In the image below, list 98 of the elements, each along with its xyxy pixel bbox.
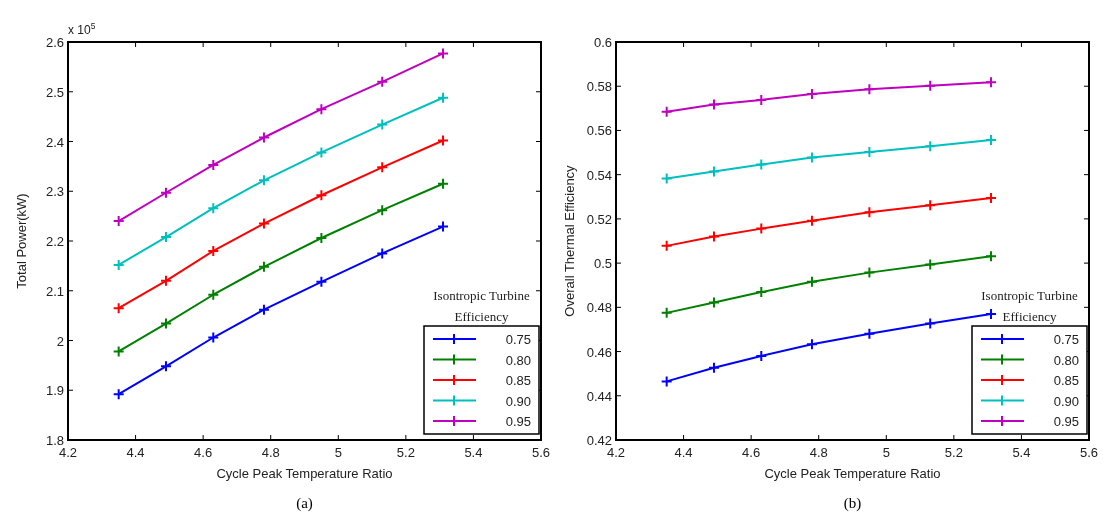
y-tick-label: 2.1 bbox=[45, 283, 64, 299]
y-tick-label: 0.5 bbox=[593, 256, 612, 272]
point bbox=[755, 158, 768, 171]
y-tick-label: 2.3 bbox=[45, 184, 64, 200]
y-axis-title: Total Power(kW) bbox=[14, 193, 29, 289]
y-tick-label: 0.44 bbox=[586, 388, 612, 404]
x-tick-label: 5.6 bbox=[1079, 445, 1099, 460]
point bbox=[863, 206, 876, 219]
legend-label: 0.95 bbox=[505, 414, 531, 429]
y-tick-label: 0.58 bbox=[586, 79, 612, 95]
legend-label: 0.80 bbox=[1053, 352, 1079, 368]
point bbox=[660, 172, 673, 185]
point bbox=[159, 274, 172, 287]
y-tick-label: 0.48 bbox=[586, 300, 612, 316]
y-tick-label: 2.5 bbox=[45, 84, 64, 100]
point bbox=[376, 204, 389, 217]
x-tick-label: 4.2 bbox=[606, 445, 626, 460]
y-tick-label: 0.46 bbox=[586, 344, 612, 360]
point bbox=[376, 247, 389, 260]
x-tick-label: 5.4 bbox=[1012, 445, 1031, 460]
x-tick-label: 4.2 bbox=[58, 445, 78, 460]
text: (a) bbox=[296, 495, 313, 512]
x-axis-title: Cycle Peak Temperature Ratio bbox=[216, 466, 393, 481]
point bbox=[257, 217, 270, 230]
point bbox=[112, 302, 125, 315]
x-axis-title: Cycle Peak Temperature Ratio bbox=[764, 466, 941, 481]
point bbox=[660, 375, 673, 388]
x-tick-label: 4.8 bbox=[261, 445, 280, 460]
point bbox=[112, 345, 125, 358]
point bbox=[863, 327, 876, 340]
point bbox=[755, 222, 768, 235]
point bbox=[257, 174, 270, 187]
point bbox=[207, 331, 220, 344]
point bbox=[376, 161, 389, 174]
legend-label: 0.75 bbox=[1053, 332, 1079, 347]
x-tick-label: 4.6 bbox=[194, 445, 213, 460]
point bbox=[863, 266, 876, 279]
point bbox=[660, 306, 673, 319]
point bbox=[315, 103, 328, 116]
x-tick-label: 4.4 bbox=[126, 445, 145, 460]
y-tick-label: 2.6 bbox=[45, 35, 64, 50]
point bbox=[924, 140, 937, 153]
point bbox=[805, 275, 818, 288]
legend-title: Isontropic Turbine Efficiency bbox=[981, 288, 1078, 324]
y-tick-label: 1.9 bbox=[45, 383, 64, 399]
point bbox=[159, 186, 172, 199]
point bbox=[315, 189, 328, 202]
point bbox=[924, 199, 937, 212]
x-tick-label: 5.2 bbox=[396, 445, 415, 460]
point bbox=[315, 275, 328, 288]
x-tick-label: 5.4 bbox=[464, 445, 483, 460]
x-tick-label: 5 bbox=[882, 445, 890, 460]
point bbox=[924, 317, 937, 330]
legend-label: 0.95 bbox=[1053, 414, 1079, 429]
y-tick-label: 2.4 bbox=[45, 134, 64, 150]
legend-label: 0.90 bbox=[1053, 393, 1079, 409]
legend-label: 0.80 bbox=[505, 352, 531, 368]
y-tick-label: 0.42 bbox=[586, 433, 612, 448]
point bbox=[207, 288, 220, 301]
legend-label: 0.85 bbox=[505, 373, 531, 388]
point bbox=[112, 388, 125, 401]
point bbox=[376, 75, 389, 88]
point bbox=[924, 258, 937, 271]
point bbox=[257, 131, 270, 144]
text: (b) bbox=[843, 495, 862, 512]
point bbox=[924, 79, 937, 92]
point bbox=[257, 260, 270, 273]
point bbox=[805, 214, 818, 227]
legend-label: 0.85 bbox=[1053, 373, 1079, 388]
point bbox=[707, 361, 720, 374]
point bbox=[257, 303, 270, 316]
point bbox=[660, 105, 673, 118]
legend-title: Isontropic Turbine Efficiency bbox=[433, 288, 530, 324]
point bbox=[159, 317, 172, 330]
y-tick-label: 2.2 bbox=[45, 234, 64, 249]
y-tick-label: 0.52 bbox=[586, 211, 612, 227]
point bbox=[207, 202, 220, 215]
y-tick-label: 0.6 bbox=[593, 35, 612, 50]
y-tick-label: 0.54 bbox=[586, 167, 612, 183]
x-tick-label: 5.6 bbox=[531, 445, 551, 460]
y-tick-label: 1.8 bbox=[45, 433, 64, 448]
text: x 10$^{5}$ bbox=[68, 21, 96, 37]
x-tick-label: 4.4 bbox=[674, 445, 693, 460]
point bbox=[159, 360, 172, 373]
point bbox=[660, 239, 673, 252]
x-tick-label: 5.2 bbox=[944, 445, 963, 460]
y-tick-label: 2 bbox=[56, 333, 64, 349]
point bbox=[376, 118, 389, 131]
x-tick-label: 5 bbox=[334, 445, 342, 460]
point bbox=[805, 338, 818, 351]
point bbox=[315, 146, 328, 159]
y-tick-label: 0.56 bbox=[586, 123, 612, 139]
x-tick-label: 4.6 bbox=[742, 445, 761, 460]
legend-label: 0.90 bbox=[505, 393, 531, 409]
y-axis-title: Overall Thermal Efficiency bbox=[562, 164, 577, 317]
legend-label: 0.75 bbox=[505, 332, 531, 347]
x-tick-label: 4.8 bbox=[809, 445, 828, 460]
point bbox=[863, 83, 876, 96]
